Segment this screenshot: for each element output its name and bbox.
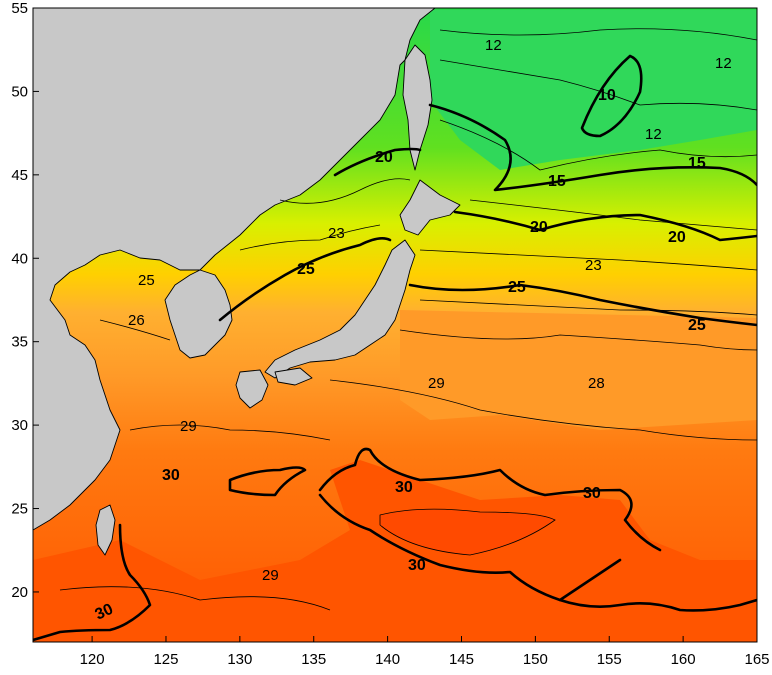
contour-labels: 12 12 12 10 15 15 20 20 20 23 23 25 25 2… — [93, 37, 732, 624]
contour-thin-14 — [59, 586, 331, 611]
label-29a: 29 — [428, 375, 445, 392]
lon-tick-label-120: 120 — [80, 651, 105, 668]
label-20b: 20 — [530, 219, 548, 236]
contour-thin-1 — [439, 28, 757, 41]
label-28: 28 — [588, 375, 605, 392]
contour-30-north — [318, 447, 662, 552]
label-26: 26 — [128, 312, 145, 329]
label-25c: 25 — [688, 317, 706, 334]
label-25b: 25 — [508, 279, 526, 296]
label-12a: 12 — [485, 37, 502, 54]
contour-30-south — [318, 493, 622, 602]
bold-contours — [33, 54, 757, 642]
land-taiwan — [95, 504, 116, 556]
contour-thin-3 — [439, 119, 757, 171]
label-15b: 15 — [688, 155, 706, 172]
contour-thin-4 — [469, 199, 757, 231]
contour-10 — [580, 54, 643, 138]
label-20a: 20 — [375, 149, 393, 166]
label-29c: 29 — [262, 567, 279, 584]
lon-tick-label-150: 150 — [523, 651, 548, 668]
label-30e: 30 — [93, 601, 116, 624]
lat-tick-label-30: 30 — [11, 417, 28, 434]
contour-thin-12 — [99, 319, 171, 341]
contour-thin-8 — [329, 379, 757, 441]
lon-tick-label-145: 145 — [449, 651, 474, 668]
contour-thin-2 — [439, 59, 757, 111]
longitude-axis: 120 125 130 135 140 145 150 155 160 165 — [80, 636, 770, 668]
label-30a: 30 — [162, 467, 180, 484]
land-sakhalin — [402, 44, 433, 171]
lat-tick-label-20: 20 — [11, 584, 28, 601]
contour-30-west — [33, 523, 152, 642]
contour-25 — [218, 237, 757, 327]
contour-30-island — [228, 466, 307, 497]
lon-tick-label-125: 125 — [153, 651, 178, 668]
contour-20 — [333, 147, 757, 242]
label-12c: 12 — [645, 126, 662, 143]
land-japan-kyushu — [235, 369, 269, 409]
land-asia — [33, 8, 436, 531]
lon-tick-label-140: 140 — [375, 651, 400, 668]
land-japan-hokkaido — [399, 179, 461, 236]
lon-tick-label-160: 160 — [671, 651, 696, 668]
label-12b: 12 — [715, 55, 732, 72]
contour-thin-11 — [239, 224, 381, 251]
contour-thin-5 — [419, 249, 757, 271]
contour-thin-9 — [129, 424, 331, 441]
land-japan-shikoku — [274, 367, 313, 386]
label-29b: 29 — [180, 418, 197, 435]
label-25d: 25 — [138, 272, 155, 289]
cold-region-12 — [430, 10, 757, 170]
warm-region-30-south — [33, 460, 757, 642]
plot-area: 12 12 12 10 15 15 20 20 20 23 23 25 25 2… — [33, 8, 757, 642]
lat-tick-label-55: 55 — [11, 0, 28, 17]
label-10: 10 — [598, 87, 616, 104]
lat-tick-label-40: 40 — [11, 250, 28, 267]
lat-tick-label-35: 35 — [11, 334, 28, 351]
lat-tick-label-25: 25 — [11, 501, 28, 518]
plot-frame — [32, 7, 758, 643]
lon-tick-label-165: 165 — [744, 651, 769, 668]
contour-thin-6 — [419, 299, 757, 316]
lat-tick-label-45: 45 — [11, 167, 28, 184]
label-30b: 30 — [395, 479, 413, 496]
contour-30-east — [558, 598, 757, 612]
contour-thin-10 — [279, 178, 411, 204]
label-25a: 25 — [297, 261, 315, 278]
label-23a: 23 — [328, 225, 345, 242]
label-23b: 23 — [585, 257, 602, 274]
warm-region-28 — [400, 310, 757, 430]
land-korea — [164, 269, 233, 359]
contour-thin-7 — [399, 329, 757, 351]
lon-tick-label-135: 135 — [301, 651, 326, 668]
lon-tick-label-155: 155 — [597, 651, 622, 668]
contour-thin-13 — [379, 508, 556, 556]
contour-15 — [428, 103, 757, 192]
thin-contours — [59, 28, 757, 611]
latitude-axis: 55 50 45 40 35 30 25 20 — [11, 0, 39, 601]
lat-tick-label-50: 50 — [11, 83, 28, 100]
warm-core-30 — [380, 509, 555, 555]
lon-tick-label-130: 130 — [227, 651, 252, 668]
label-30c: 30 — [583, 485, 601, 502]
label-20c: 20 — [668, 229, 686, 246]
label-30d: 30 — [408, 557, 426, 574]
label-15a: 15 — [548, 173, 566, 190]
land — [33, 8, 461, 556]
